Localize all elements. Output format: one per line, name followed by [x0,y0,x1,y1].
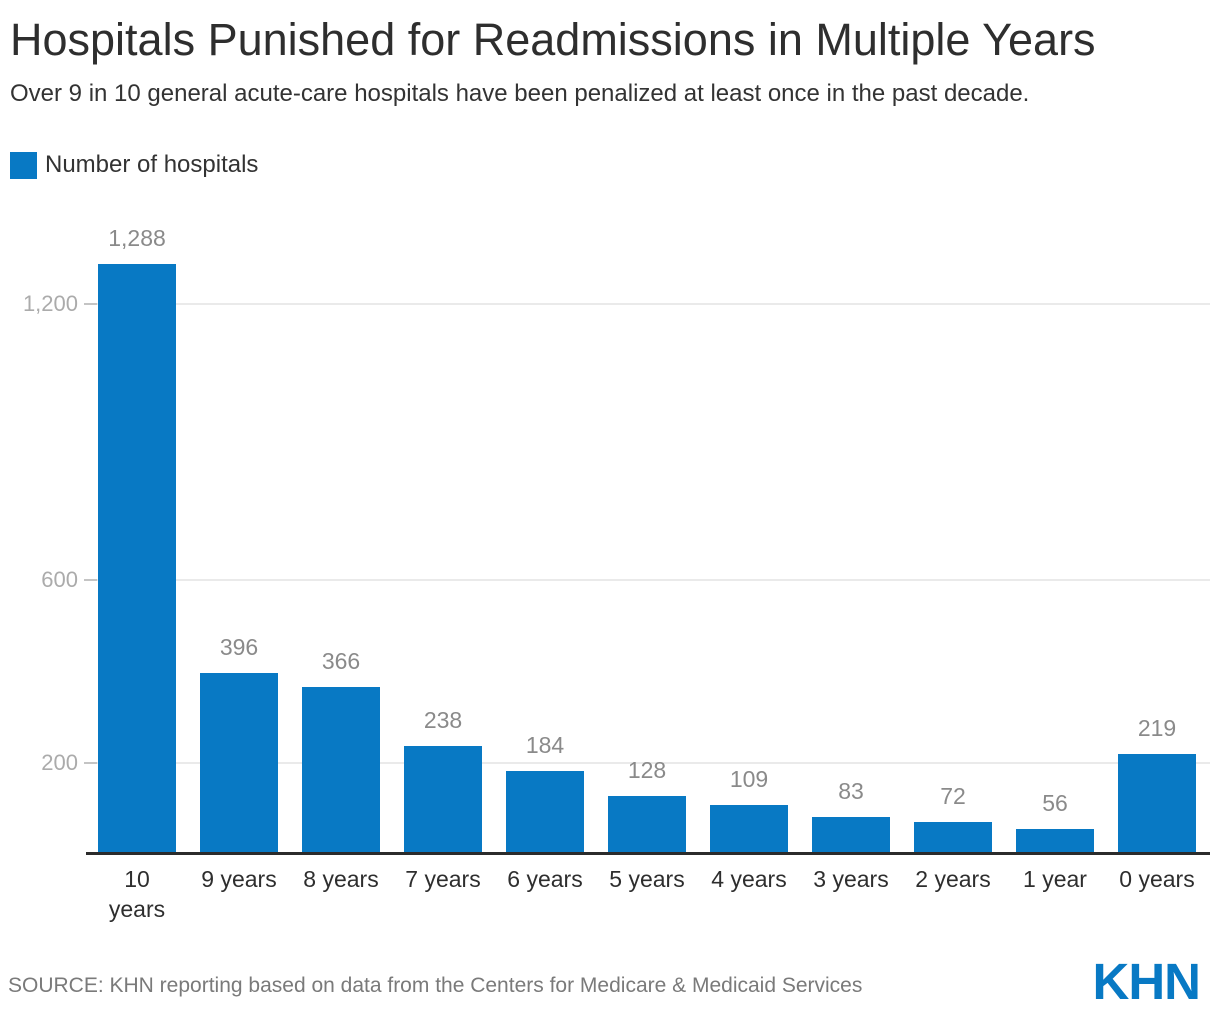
y-axis-label: 200 [41,750,78,775]
x-axis-label: 0 years [1119,866,1195,892]
bar [302,687,380,852]
bar [200,673,278,852]
x-axis-label: 3 years [813,866,889,892]
x-axis-label: 1 year [1023,866,1087,892]
chart-subtitle: Over 9 in 10 general acute-care hospital… [10,80,1030,107]
bar [1016,829,1094,852]
legend-swatch [10,151,37,179]
bar-value-label: 72 [940,783,966,809]
bar-value-label: 219 [1137,715,1177,741]
bar-value-label: 366 [321,648,361,674]
legend: Number of hospitals [10,151,258,179]
x-axis-label: 10 years [108,866,166,922]
x-axis-label: 9 years [201,866,277,892]
x-axis-label: 8 years [303,866,379,892]
y-axis-label: 600 [41,567,78,592]
bar [98,264,176,852]
x-axis-line [86,852,1210,855]
bar-value-label: 83 [838,778,864,804]
bar [404,746,482,852]
y-axis-tick [84,303,97,305]
bar [812,817,890,852]
gridline [86,303,1210,305]
y-axis-tick [84,579,97,581]
bar-value-label: 396 [219,634,259,660]
x-axis-label: 7 years [405,866,481,892]
bar [710,805,788,852]
bar [608,796,686,852]
bar [914,822,992,852]
x-axis-label: 5 years [609,866,685,892]
legend-label: Number of hospitals [45,151,259,178]
y-axis-tick [84,762,97,764]
page-title: Hospitals Punished for Readmissions in M… [10,14,1096,65]
bar [1118,754,1196,852]
bar-value-label: 128 [627,757,667,783]
gridline [86,762,1210,764]
bar [506,771,584,852]
khn-logo: KHN [1092,953,1201,1010]
bar-value-label: 1,288 [108,225,166,251]
source-note: SOURCE: KHN reporting based on data from… [8,974,863,997]
bar-value-label: 238 [423,707,463,733]
bar-value-label: 56 [1042,790,1068,816]
x-axis-label: 6 years [507,866,583,892]
x-axis-label: 2 years [915,866,991,892]
gridline [86,579,1210,581]
bar-value-label: 109 [729,766,769,792]
x-axis-label: 4 years [711,866,787,892]
bar-value-label: 184 [525,732,565,758]
y-axis-label: 1,200 [22,291,78,316]
